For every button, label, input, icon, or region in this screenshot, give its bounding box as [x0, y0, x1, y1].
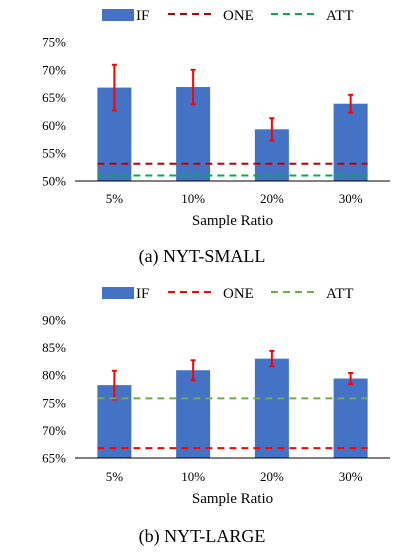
y-tick-label: 85%: [42, 340, 66, 355]
y-tick-label: 60%: [42, 118, 66, 133]
x-tick-label: 5%: [106, 191, 124, 206]
y-tick-label: 50%: [42, 174, 66, 189]
chart-caption: (a) NYT-SMALL: [139, 246, 266, 267]
y-tick-label: 70%: [42, 423, 66, 438]
legend: IF ONE ATT: [102, 286, 354, 302]
legend: IF ONE ATT: [102, 8, 354, 24]
x-tick-label: 20%: [260, 191, 284, 206]
legend-swatch-if: [102, 9, 134, 21]
legend-label-one: ONE: [223, 8, 254, 24]
x-tick-label: 10%: [181, 469, 205, 484]
bar-if-2: [254, 358, 289, 458]
y-tick-label: 80%: [42, 368, 66, 383]
y-tick-label: 55%: [42, 146, 66, 161]
legend-label-one: ONE: [223, 286, 254, 302]
x-tick-label: 30%: [339, 469, 363, 484]
x-tick-label: 30%: [339, 191, 363, 206]
y-tick-label: 75%: [42, 395, 66, 410]
y-tick-label: 70%: [42, 62, 66, 77]
legend-swatch-if: [102, 287, 134, 299]
y-tick-label: 75%: [42, 35, 66, 50]
legend-label-att: ATT: [326, 286, 354, 302]
chart-caption: (b) NYT-LARGE: [139, 526, 266, 547]
y-tick-label: 65%: [42, 90, 66, 105]
x-axis-label: Sample Ratio: [192, 213, 273, 229]
legend-label-att: ATT: [326, 8, 354, 24]
bar-if-1: [176, 370, 211, 458]
y-tick-label: 90%: [42, 313, 66, 328]
bar-if-3: [333, 103, 368, 181]
legend-label-if: IF: [136, 286, 149, 302]
chart-panel-2: 65% 70% 75% 80% 85% 90% 5% 10% 20% 30% Sample Rati…: [42, 286, 390, 547]
bar-if-3: [333, 378, 368, 458]
x-tick-label: 10%: [181, 191, 205, 206]
x-tick-label: 5%: [106, 469, 124, 484]
chart-panel-1: 50% 55% 60% 65% 70% 75% 5% 10% 20% 30% Sample Rati…: [42, 8, 390, 267]
legend-label-if: IF: [136, 8, 149, 24]
x-tick-label: 20%: [260, 469, 284, 484]
y-tick-label: 65%: [42, 451, 66, 466]
x-axis-label: Sample Ratio: [192, 491, 273, 507]
